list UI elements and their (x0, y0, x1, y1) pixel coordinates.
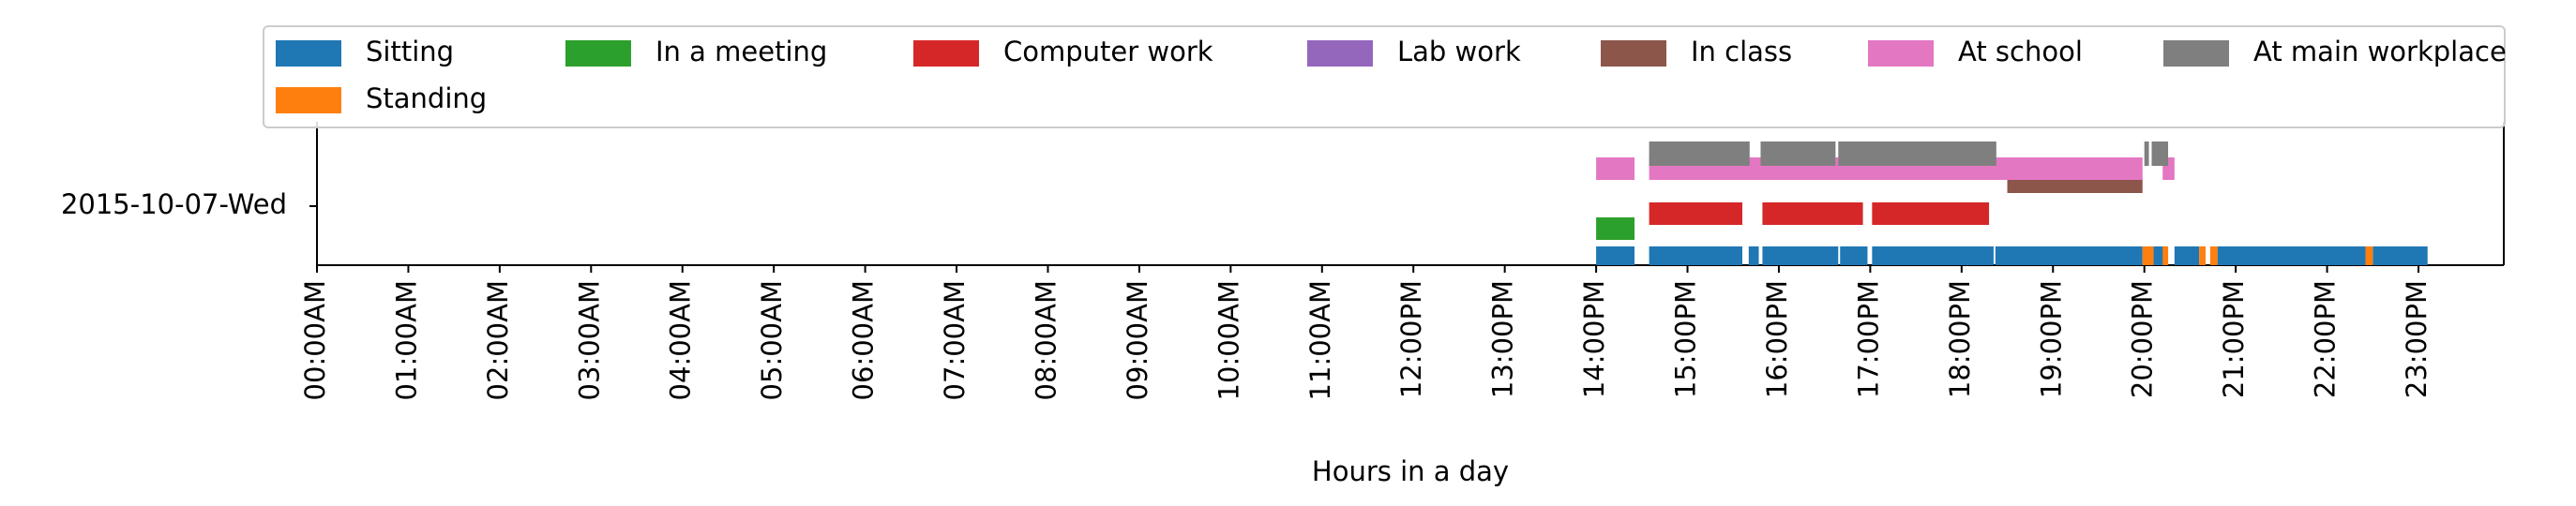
x-tick-label: 23:00PM (2401, 280, 2433, 398)
bar-computer-work (1649, 202, 1742, 225)
bar-in-a-meeting (1596, 217, 1635, 240)
date-label: 2015-10-07-Wed (61, 188, 287, 220)
bars-layer (1596, 141, 2428, 265)
legend-swatch-in-a-meeting (565, 40, 631, 67)
bar-sitting (1872, 246, 1994, 265)
x-tick-label: 18:00PM (1944, 280, 1976, 398)
legend: Sitting In a meeting Computer work Lab work… (263, 25, 2507, 128)
legend-label-in-class: In class (1691, 36, 1792, 67)
x-tick-label: 04:00AM (665, 280, 697, 400)
legend-swatch-standing (276, 87, 341, 113)
bar-sitting (2217, 246, 2366, 265)
legend-swatch-sitting (276, 40, 341, 67)
bar-sitting (1762, 246, 1839, 265)
bar-sitting (1596, 246, 1635, 265)
bar-computer-work (1762, 202, 1863, 225)
x-tick-label: 16:00PM (1761, 280, 1793, 398)
bar-at-main-workplace (1649, 141, 1750, 166)
x-tick-label: 00:00AM (299, 280, 331, 400)
x-tick-label: 21:00PM (2218, 280, 2250, 398)
legend-label-in-a-meeting: In a meeting (655, 36, 827, 67)
legend-items: Sitting In a meeting Computer work Lab work… (276, 36, 2507, 114)
x-axis-label: Hours in a day (1312, 455, 1509, 487)
bar-in-class (2007, 178, 2143, 193)
bar-standing (2142, 246, 2154, 265)
legend-label-lab-work: Lab work (1397, 36, 1521, 67)
x-tick-label: 22:00PM (2310, 280, 2342, 398)
x-tick-label: 09:00AM (1122, 280, 1153, 400)
bar-computer-work (1872, 202, 1990, 225)
x-tick-label: 13:00PM (1487, 280, 1519, 398)
x-tick-label: 15:00PM (1670, 280, 1702, 398)
bar-at-main-workplace (1838, 141, 1996, 166)
bar-standing (2199, 246, 2206, 265)
legend-swatch-at-main-workplace (2163, 40, 2229, 67)
x-tick-label: 19:00PM (2035, 280, 2067, 398)
x-tick-label: 11:00AM (1304, 280, 1336, 400)
legend-frame (263, 25, 2506, 128)
legend-swatch-computer-work (913, 40, 979, 67)
bar-sitting (1649, 246, 1742, 265)
x-tick-label: 01:00AM (390, 280, 422, 400)
legend-swatch-lab-work (1307, 40, 1373, 67)
bar-standing (2365, 246, 2373, 265)
x-tick-label: 12:00PM (1395, 280, 1427, 398)
legend-swatch-in-class (1601, 40, 1666, 67)
bar-at-main-workplace (2151, 141, 2169, 166)
legend-label-sitting: Sitting (366, 36, 454, 67)
x-tick-label: 08:00AM (1030, 280, 1062, 400)
x-tick-label: 20:00PM (2127, 280, 2159, 398)
x-tick-label: 07:00AM (939, 280, 971, 400)
legend-label-at-school: At school (1958, 36, 2083, 67)
x-tick-label: 17:00PM (1852, 280, 1884, 398)
legend-swatch-at-school (1868, 40, 1934, 67)
bar-sitting (1748, 246, 1759, 265)
legend-label-standing: Standing (366, 82, 487, 114)
legend-label-computer-work: Computer work (1003, 36, 1213, 67)
bar-at-main-workplace (1760, 141, 1836, 166)
x-tick-label: 14:00PM (1578, 280, 1610, 398)
bar-sitting (2373, 246, 2428, 265)
bar-at-main-workplace (2144, 141, 2149, 166)
x-tick-label: 10:00AM (1213, 280, 1244, 400)
bar-standing (2209, 246, 2218, 265)
x-ticks-layer: 00:00AM 01:00AM 02:00AM 03:00AM 04:00AM 05:00… (299, 265, 2433, 400)
x-tick-label: 06:00AM (848, 280, 880, 400)
bar-sitting (2174, 246, 2200, 265)
bar-sitting (1995, 246, 2143, 265)
bar-at-school (1596, 157, 1635, 180)
x-tick-label: 05:00AM (756, 280, 788, 400)
legend-label-at-main-workplace: At main workplace (2253, 36, 2507, 67)
x-tick-label: 02:00AM (482, 280, 514, 400)
bar-sitting (1840, 246, 1868, 265)
x-tick-label: 03:00AM (573, 280, 605, 400)
bar-standing (2162, 246, 2169, 265)
